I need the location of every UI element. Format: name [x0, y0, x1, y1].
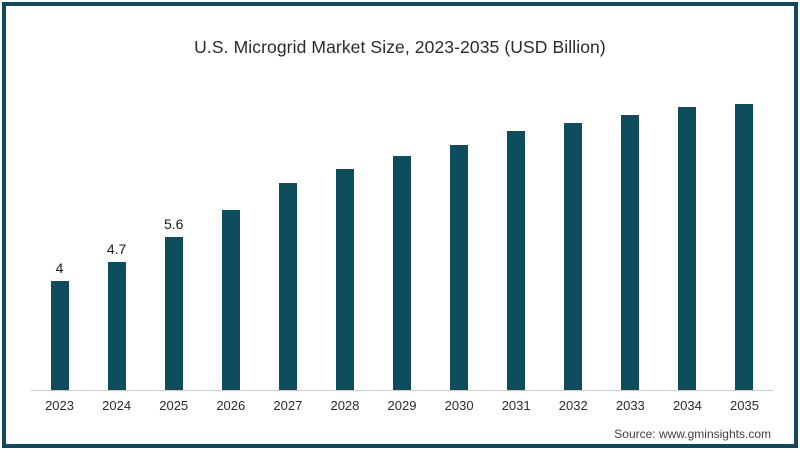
x-axis-ticks-row: 2023 2024 2025 2026 2027 2028 2029 2030 2031 2032…	[31, 398, 773, 413]
bar-column-2032	[545, 122, 602, 390]
bar-2028	[335, 169, 354, 390]
bar-value-label-2025: 5.6	[163, 216, 184, 233]
bar-2033	[621, 114, 640, 390]
bar-2024	[107, 261, 126, 390]
x-tick-2035: 2035	[730, 398, 759, 413]
bar-column-2025: 5.6	[145, 217, 202, 390]
bar-2026	[221, 210, 240, 390]
bar-2029	[393, 155, 411, 390]
plot-area: 4 4.7 5.6	[31, 0, 773, 390]
bar-column-2031	[488, 131, 545, 390]
bar-2032	[564, 122, 583, 390]
chart-title: U.S. Microgrid Market Size, 2023-2035 (U…	[194, 37, 606, 57]
bar-2031	[507, 131, 526, 390]
bar-column-2026	[202, 210, 259, 390]
x-tick-2029: 2029	[387, 398, 417, 413]
bar-value-label-2023: 4	[55, 260, 64, 276]
x-tick-2034: 2034	[672, 398, 702, 413]
bar-2030	[450, 144, 469, 390]
bar-column-2024: 4.7	[88, 242, 145, 390]
bar-column-2034	[659, 106, 716, 390]
bar-2034	[678, 106, 697, 390]
bars-row: 4 4.7 5.6	[31, 0, 773, 390]
x-tick-2026: 2026	[216, 398, 246, 413]
bar-value-label-2024: 4.7	[106, 240, 127, 257]
bar-2023	[50, 281, 69, 390]
x-tick-2023: 2023	[45, 398, 74, 413]
x-tick-2025: 2025	[159, 398, 189, 413]
bar-column-2029	[373, 155, 430, 390]
x-tick-2027: 2027	[273, 398, 303, 413]
x-tick-2024: 2024	[102, 398, 132, 413]
bar-column-2030	[431, 144, 488, 390]
bar-column-2023: 4	[31, 261, 88, 390]
bar-column-2027	[259, 182, 316, 390]
x-axis-line	[31, 390, 773, 391]
x-tick-2033: 2033	[615, 398, 645, 413]
x-tick-2031: 2031	[501, 398, 531, 413]
bar-column-2035	[716, 103, 773, 390]
bar-2027	[278, 182, 297, 390]
bar-2025	[164, 237, 183, 390]
x-tick-2030: 2030	[444, 398, 474, 413]
bar-column-2033	[602, 114, 659, 390]
x-tick-2032: 2032	[558, 398, 588, 413]
x-tick-2028: 2028	[330, 398, 360, 413]
bar-2035	[735, 103, 754, 390]
source-note: Source: www.gminsights.com	[614, 427, 771, 441]
bar-column-2028	[316, 169, 373, 390]
